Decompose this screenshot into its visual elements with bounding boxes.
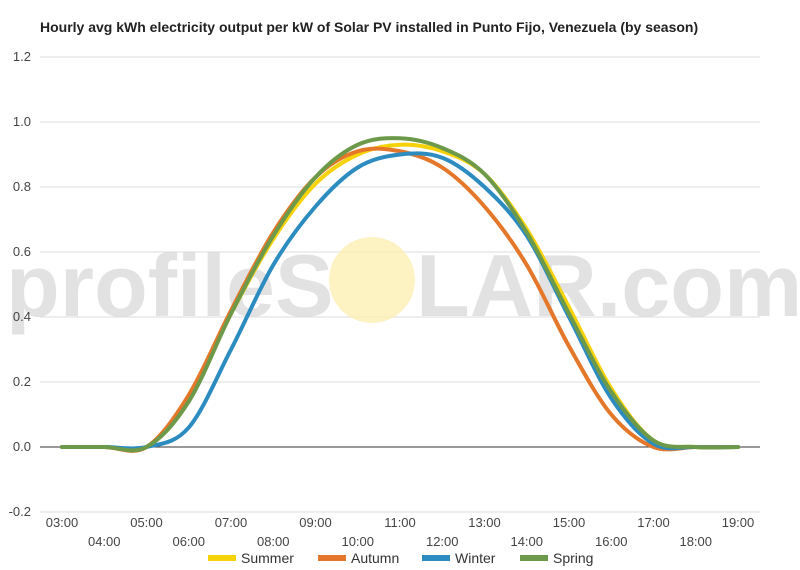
- watermark: profileS LAR.com: [6, 236, 800, 335]
- x-tick-label: 15:00: [553, 515, 586, 530]
- watermark-text-left: profileS: [6, 236, 334, 335]
- x-tick-label: 04:00: [88, 534, 121, 549]
- legend-label-summer: Summer: [241, 550, 294, 566]
- x-tick-label: 12:00: [426, 534, 459, 549]
- x-tick-label: 10:00: [341, 534, 374, 549]
- x-tick-label: 09:00: [299, 515, 332, 530]
- x-axis-tick-labels: 03:00 04:00 05:00 06:00 07:00 08:00 09:00 10:00…: [46, 515, 755, 549]
- x-tick-label: 18:00: [679, 534, 712, 549]
- series-line-autumn: [60, 146, 740, 453]
- y-tick-label: 0.0: [13, 439, 31, 454]
- y-tick-label: 0.8: [13, 179, 31, 194]
- legend-swatch-autumn: [318, 555, 346, 561]
- y-tick-label: 0.6: [13, 244, 31, 259]
- x-tick-label: 14:00: [510, 534, 543, 549]
- y-axis-tick-labels: -0.2 0.0 0.2 0.4 0.6 0.8 1.0 1.2: [9, 49, 31, 519]
- legend-label-autumn: Autumn: [351, 550, 399, 566]
- x-tick-label: 05:00: [130, 515, 163, 530]
- x-tick-label: 08:00: [257, 534, 290, 549]
- x-tick-label: 07:00: [215, 515, 248, 530]
- y-tick-label: 0.4: [13, 309, 31, 324]
- x-tick-label: 17:00: [637, 515, 670, 530]
- watermark-text-right: LAR.com: [416, 236, 800, 335]
- legend-swatch-winter: [422, 555, 450, 561]
- y-tick-label: 0.2: [13, 374, 31, 389]
- y-tick-label: 1.0: [13, 114, 31, 129]
- legend-label-winter: Winter: [455, 550, 496, 566]
- x-tick-label: 13:00: [468, 515, 501, 530]
- series-line-winter: [60, 151, 740, 451]
- x-tick-label: 06:00: [172, 534, 205, 549]
- series-line-spring: [60, 136, 740, 453]
- x-tick-label: 11:00: [384, 515, 416, 530]
- legend-label-spring: Spring: [553, 550, 593, 566]
- x-tick-label: 03:00: [46, 515, 79, 530]
- x-tick-label: 19:00: [722, 515, 755, 530]
- legend-swatch-spring: [520, 555, 548, 561]
- y-tick-label: 1.2: [13, 49, 31, 64]
- x-tick-label: 16:00: [595, 534, 628, 549]
- watermark-sun-icon: [329, 237, 415, 323]
- legend: Summer Autumn Winter Spring: [208, 550, 593, 566]
- legend-swatch-summer: [208, 555, 236, 561]
- series-layer: [60, 136, 740, 453]
- chart-title: Hourly avg kWh electricity output per kW…: [40, 19, 699, 35]
- y-tick-label: -0.2: [9, 504, 31, 519]
